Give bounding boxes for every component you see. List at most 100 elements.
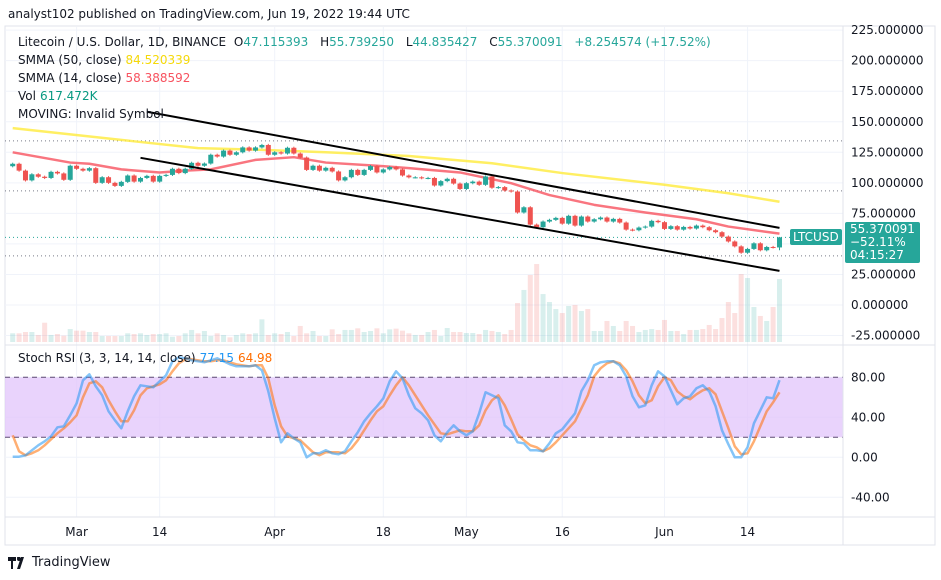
candle-up <box>169 168 175 175</box>
candle-up <box>764 246 770 251</box>
volume-bar <box>623 320 629 342</box>
volume-bar <box>687 329 693 342</box>
candle-up <box>591 219 597 222</box>
candle-down <box>374 166 380 173</box>
candle-down <box>74 165 80 169</box>
candle-down <box>661 222 667 229</box>
candle-up <box>649 220 655 227</box>
volume-bar <box>74 330 80 342</box>
smma-50-line <box>12 126 780 203</box>
candle-down <box>93 168 99 183</box>
time-axis-label: 14 <box>152 525 167 539</box>
volume-bar <box>457 332 463 342</box>
volume-bar <box>489 330 495 342</box>
candle-down <box>700 225 706 228</box>
candle-up <box>310 165 316 170</box>
legend-smma14[interactable]: SMMA (14, close) 58.388592 <box>18 71 191 85</box>
legend-smma50[interactable]: SMMA (50, close) 84.520339 <box>18 53 191 67</box>
volume-bar <box>693 329 699 342</box>
candle-down <box>336 171 342 181</box>
candle-down <box>406 175 412 178</box>
volume-bar <box>546 302 552 342</box>
candle-up <box>208 154 214 164</box>
legend-stoch-rsi[interactable]: Stoch RSI (3, 3, 14, 14, close) 77.15 64.9… <box>18 351 273 365</box>
volume-bar <box>195 333 201 342</box>
candle-down <box>227 150 233 155</box>
volume-bar <box>451 332 457 342</box>
candle-down <box>265 144 271 155</box>
volume-bar <box>278 334 284 342</box>
volume-bar <box>189 329 195 342</box>
volume-bar <box>80 330 86 342</box>
candle-up <box>693 225 699 229</box>
volume-bar <box>112 335 118 342</box>
volume-bar <box>764 320 770 342</box>
volume-bar <box>227 337 233 342</box>
price-axis-label: 125.000000 <box>851 145 924 159</box>
stoch-axis-label: 40.00 <box>851 410 885 424</box>
candle-up <box>777 237 782 248</box>
candle-up <box>118 181 124 186</box>
stoch-axis-label: 0.00 <box>851 450 878 464</box>
price-axis-label: 200.000000 <box>851 54 924 68</box>
volume-bar <box>380 333 386 342</box>
volume-bar <box>470 333 476 342</box>
volume-bar <box>706 324 712 342</box>
volume-bar <box>125 333 131 342</box>
tradingview-logo-icon <box>8 556 24 569</box>
candle-up <box>125 175 131 182</box>
candle-down <box>719 232 725 237</box>
volume-bar <box>515 303 521 342</box>
volume-bar <box>713 329 719 342</box>
volume-bar <box>553 309 559 342</box>
stoch-k-line <box>12 356 781 459</box>
candle-up <box>233 152 239 155</box>
volume-bar <box>182 333 188 342</box>
volume-bar <box>521 289 527 342</box>
legend-moving[interactable]: MOVING: Invalid Symbol <box>18 107 164 121</box>
candle-down <box>61 173 67 180</box>
volume-bar <box>348 329 354 342</box>
volume-bar <box>591 330 597 342</box>
volume-bar <box>157 334 163 342</box>
volume-bar <box>534 264 540 342</box>
candle-up <box>201 163 207 166</box>
candle-down <box>732 241 738 247</box>
volume-bar <box>578 310 584 342</box>
volume-bar <box>201 330 207 342</box>
candle-up <box>412 177 418 179</box>
candle-down <box>725 236 731 242</box>
candle-up <box>67 165 73 180</box>
volume-bar <box>22 332 28 342</box>
candle-up <box>189 162 195 169</box>
time-axis-label: Mar <box>65 525 88 539</box>
candle-up <box>483 176 489 185</box>
candle-up <box>566 215 572 224</box>
candle-up <box>144 175 150 178</box>
axes: 225.000000 200.000000 175.000000 150.000000… <box>65 23 923 539</box>
candle-up <box>163 174 169 176</box>
time-axis-label: May <box>454 525 479 539</box>
volume-bar <box>495 332 501 342</box>
candle-down <box>617 218 623 223</box>
volume-bar <box>208 335 214 342</box>
volume-bar <box>681 334 687 342</box>
volume-bar <box>323 335 329 342</box>
candle-up <box>642 226 648 228</box>
tradingview-brand: TradingView <box>32 555 111 570</box>
volume-bar <box>118 335 124 342</box>
price-axis-label: 225.000000 <box>851 23 924 37</box>
volume-bar <box>284 332 290 342</box>
tradingview-logo[interactable]: TradingView <box>8 555 111 570</box>
candle-up <box>578 216 584 226</box>
candles <box>10 143 782 254</box>
trendlines[interactable] <box>140 110 780 272</box>
price-axis-label: 175.000000 <box>851 84 924 98</box>
volume-bar <box>751 307 757 342</box>
candle-down <box>476 181 482 185</box>
candle-up <box>681 226 687 230</box>
volume-bar <box>674 330 680 342</box>
legend-volume[interactable]: Vol 617.472K <box>18 89 98 103</box>
candle-up <box>361 169 367 175</box>
